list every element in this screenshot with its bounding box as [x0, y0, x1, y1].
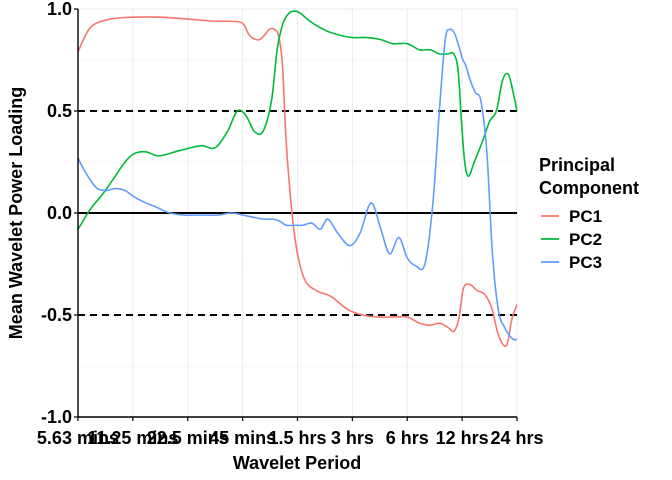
y-tick-label: 0.0: [47, 203, 72, 223]
x-tick-label: 6 hrs: [386, 428, 429, 448]
series-line-pc3: [77, 28, 518, 341]
y-axis-title: Mean Wavelet Power Loading: [6, 87, 26, 339]
series-line-pc2: [77, 10, 518, 230]
y-tick-label: 0.5: [47, 101, 72, 121]
y-tick-label: 1.0: [47, 0, 72, 19]
legend-items: PC1 PC2 PC3: [541, 207, 602, 272]
legend-label-pc3: PC3: [569, 253, 602, 272]
legend: Principal Component PC1 PC2 PC3: [539, 155, 639, 272]
x-tick-label: 5.63 mins: [37, 428, 119, 448]
y-axis-ticks: -1.0 -0.5 0.0 0.5 1.0: [41, 0, 78, 427]
reference-lines: [78, 110, 517, 316]
x-tick-label: 3 hrs: [331, 428, 374, 448]
legend-title-line-1: Principal: [539, 155, 615, 175]
y-tick-label: -0.5: [41, 305, 72, 325]
x-tick-label: 12 hrs: [436, 428, 489, 448]
x-axis-title: Wavelet Period: [233, 453, 361, 473]
series-lines: [77, 10, 518, 347]
x-tick-label: 22.5 mins: [147, 428, 229, 448]
x-tick-label: 1.5 hrs: [268, 428, 326, 448]
series-line-pc1: [77, 16, 518, 347]
y-tick-label: -1.0: [41, 407, 72, 427]
legend-label-pc1: PC1: [569, 207, 602, 226]
x-tick-label: 11.25 mins: [87, 428, 178, 448]
legend-title-line-2: Component: [539, 178, 639, 198]
x-tick-label: 45 mins: [209, 428, 276, 448]
legend-label-pc2: PC2: [569, 230, 602, 249]
x-tick-label: 24 hrs: [490, 428, 543, 448]
